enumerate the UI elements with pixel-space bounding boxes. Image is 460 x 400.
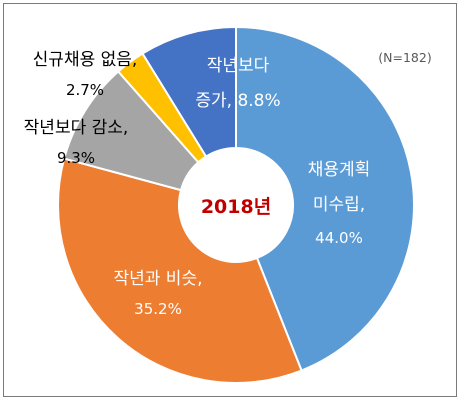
slice-label: 증가, 8.8% <box>195 91 280 111</box>
slice-value: 2.7% <box>66 81 104 99</box>
slice-label: 신규채용 없음, <box>33 50 138 70</box>
slice-label: 작년보다 <box>207 56 270 76</box>
donut-hole <box>179 148 293 262</box>
slice-label: 채용계획 <box>308 160 371 180</box>
slice-group <box>57 25 415 384</box>
slice-value: 44.0% <box>315 229 363 247</box>
slice-value: 35.2% <box>134 300 182 318</box>
slice-label: 작년보다 감소, <box>24 118 129 138</box>
center-label: 2018년 <box>201 196 271 218</box>
slice-label: 작년과 비슷, <box>113 269 202 289</box>
sample-size-note: (N=182) <box>378 50 431 65</box>
slice-label: 미수립, <box>313 195 365 215</box>
slice-value: 9.3% <box>57 149 95 167</box>
